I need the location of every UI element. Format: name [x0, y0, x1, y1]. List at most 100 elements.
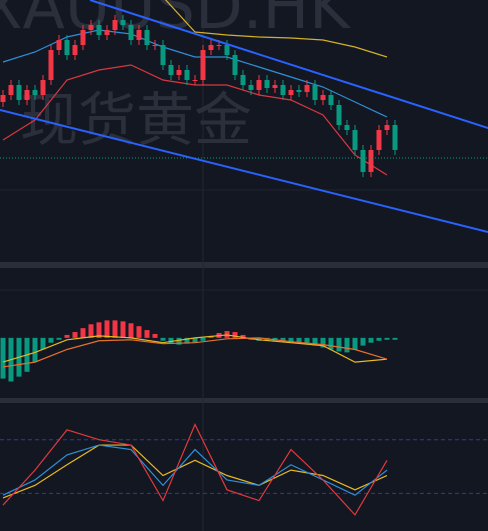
macd-bar: [232, 332, 238, 338]
candle-body: [240, 75, 246, 85]
watermark-symbol: XAUUSD.HK: [0, 0, 351, 43]
candle-body: [104, 30, 110, 35]
candle-body: [144, 30, 150, 45]
macd-bar: [384, 337, 390, 340]
candle-body: [320, 95, 326, 100]
candle-body: [72, 45, 78, 55]
macd-bar: [320, 337, 326, 348]
macd-bar: [48, 337, 54, 343]
candle-body: [224, 45, 230, 55]
macd-bar: [136, 326, 142, 338]
candle-body: [280, 85, 286, 95]
candle-body: [256, 80, 262, 90]
macd-bar: [120, 321, 126, 338]
candle-body: [160, 45, 166, 65]
candle-body: [272, 85, 278, 88]
separator: [0, 262, 488, 268]
macd-bar: [96, 322, 102, 338]
candle-body: [64, 40, 70, 55]
candle-body: [288, 90, 294, 95]
candle-body: [96, 25, 102, 35]
macd-bar: [192, 337, 198, 343]
candle-body: [32, 90, 38, 95]
candle-body: [264, 80, 270, 88]
candle-body: [80, 30, 86, 45]
macd-bar: [72, 332, 78, 338]
candle-body: [112, 20, 118, 30]
macd-bar: [280, 337, 286, 341]
macd-bar: [392, 337, 398, 340]
trend-line: [0, 109, 488, 233]
candle-body: [368, 150, 374, 172]
macd-bar: [336, 337, 342, 352]
macd-bar: [160, 337, 166, 341]
macd-bar: [312, 337, 318, 346]
candle-body: [0, 95, 6, 102]
candle-body: [8, 85, 14, 95]
candle-body: [344, 125, 350, 130]
macd-bar: [128, 323, 134, 338]
macd-bar: [184, 337, 190, 344]
candle-body: [360, 150, 366, 172]
candle-body: [376, 130, 382, 150]
macd-bar: [56, 337, 62, 340]
macd-bar: [296, 337, 302, 343]
macd-bar: [112, 320, 118, 338]
candle-body: [16, 85, 22, 100]
candle-body: [232, 55, 238, 75]
macd-bar: [144, 330, 150, 338]
candle-body: [200, 50, 206, 80]
candle-body: [328, 95, 334, 105]
macd-bar: [104, 320, 110, 338]
macd-bar: [328, 337, 334, 350]
candle-body: [152, 45, 158, 46]
macd-bar: [240, 334, 246, 338]
candle-body: [24, 90, 30, 100]
candle-body: [296, 90, 302, 92]
indicator-line: [2, 334, 388, 363]
indicator-line: [2, 337, 388, 368]
macd-bar: [376, 337, 382, 341]
macd-bar: [200, 337, 206, 341]
macd-bar: [288, 337, 294, 342]
candle-body: [120, 20, 126, 25]
macd-bar: [176, 337, 182, 345]
macd-bar: [64, 334, 70, 338]
candle-body: [208, 45, 214, 50]
candle-body: [48, 50, 54, 80]
indicator-line: [2, 444, 388, 499]
macd-bar: [152, 333, 158, 338]
macd-bar: [168, 337, 174, 344]
candle-body: [176, 70, 182, 75]
candle-body: [216, 45, 222, 46]
candle-body: [56, 40, 62, 50]
macd-bar: [88, 324, 94, 338]
candle-body: [168, 65, 174, 75]
macd-bar: [360, 337, 366, 346]
macd-bar: [352, 337, 358, 350]
separator: [0, 398, 488, 403]
macd-bar: [40, 337, 46, 350]
candle-body: [384, 125, 390, 130]
macd-bar: [368, 337, 374, 343]
macd-bar: [32, 337, 38, 363]
macd-bar: [0, 337, 6, 379]
candle-body: [312, 85, 318, 100]
candle-body: [248, 85, 254, 90]
candle-body: [352, 130, 358, 150]
indicator-line: [164, 0, 388, 58]
indicator-line: [2, 423, 388, 516]
candle-body: [192, 80, 198, 81]
macd-bar: [80, 328, 86, 338]
candle-body: [128, 25, 134, 40]
watermark-name: 现货黄金: [20, 86, 252, 154]
candle-body: [392, 125, 398, 150]
trend-line: [89, 0, 488, 129]
candle-body: [304, 85, 310, 92]
candle-body: [88, 25, 94, 30]
candle-body: [136, 30, 142, 40]
macd-bar: [304, 337, 310, 344]
candle-body: [184, 70, 190, 80]
candle-body: [40, 80, 46, 95]
